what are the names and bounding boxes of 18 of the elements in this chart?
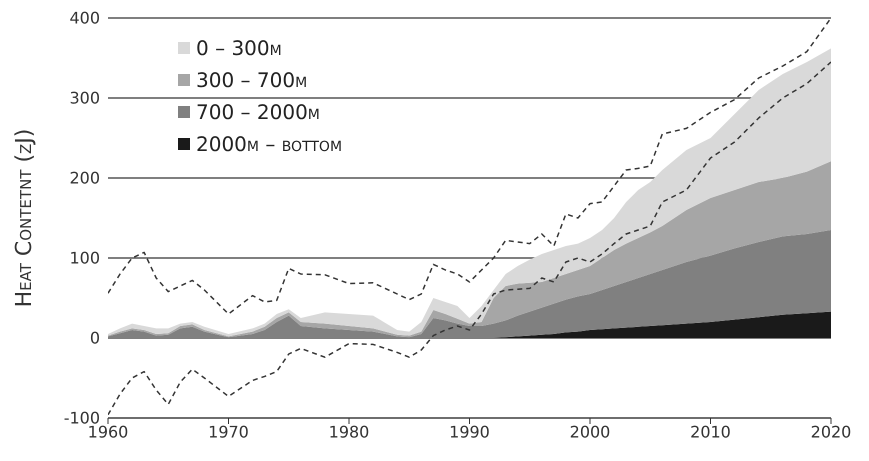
x-tick-label: 1980 [328, 422, 370, 442]
y-tick-label: 100 [69, 248, 100, 268]
x-tick-label: 1990 [449, 422, 490, 442]
x-tick-label: 2020 [810, 422, 852, 442]
y-tick-label: 0 [90, 328, 100, 348]
legend-label: 2000m – bottom [196, 132, 342, 156]
y-tick-label: 400 [69, 8, 100, 28]
legend-label: 0 – 300m [196, 36, 282, 60]
line-series [108, 18, 831, 315]
x-tick-label: 1970 [208, 422, 249, 442]
x-tick-label: 2010 [690, 422, 731, 442]
y-tick-label: 300 [69, 88, 100, 108]
legend-label: 300 – 700m [196, 68, 308, 92]
legend-label: 700 – 2000m [196, 100, 320, 124]
line-series [108, 61, 831, 416]
y-tick-label: 200 [69, 168, 100, 188]
x-tick-label: 2000 [570, 422, 610, 442]
y-axis-title: Heat Contetnt (zJ) [12, 128, 37, 308]
